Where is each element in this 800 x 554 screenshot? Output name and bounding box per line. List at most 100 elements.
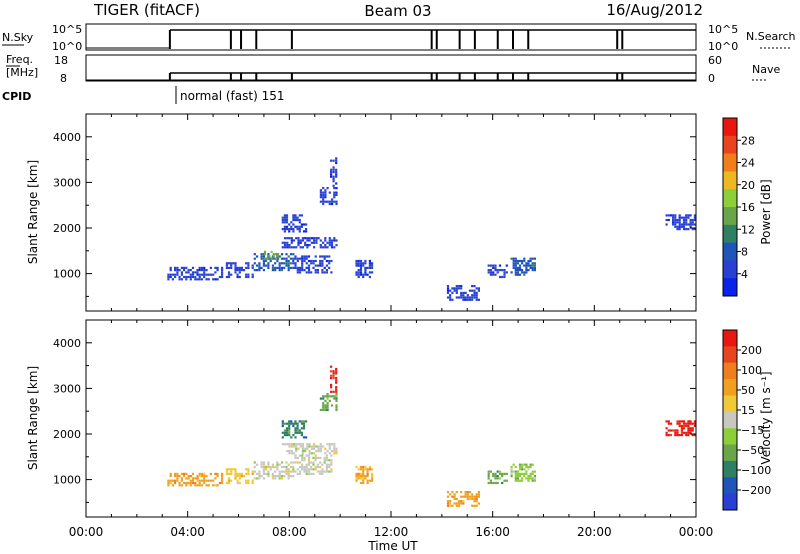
- velocity-echo-cell: [214, 484, 217, 487]
- power-echo-cell: [171, 273, 174, 276]
- velocity-echo-cell: [294, 422, 297, 425]
- velocity-echo-cell: [466, 491, 469, 494]
- power-echo-cell: [298, 228, 301, 231]
- power-echo-cell: [682, 221, 686, 224]
- power-echo-cell: [322, 202, 325, 206]
- power-echo-cell: [355, 262, 358, 265]
- velocity-echo-cell: [525, 477, 528, 480]
- power-echo-cell: [319, 189, 322, 192]
- velocity-echo-cell: [477, 495, 480, 498]
- power-echo-cell: [322, 200, 325, 203]
- velocity-echo-cell: [501, 475, 504, 478]
- power-echo-cell: [496, 269, 499, 272]
- power-echo-cell: [667, 218, 670, 222]
- velocity-echo-cell: [460, 502, 463, 505]
- power-echo-cell: [314, 255, 317, 258]
- power-echo-cell: [300, 223, 303, 226]
- velocity-echo-cell: [306, 447, 309, 450]
- velocity-echo-cell: [292, 468, 295, 471]
- power-echo-cell: [283, 230, 286, 233]
- power-echo-cell: [200, 269, 204, 272]
- velocity-echo-cell: [362, 475, 365, 478]
- velocity-echo-cell: [292, 424, 295, 428]
- power-echo-cell: [527, 264, 530, 267]
- velocity-echo-cell: [328, 447, 331, 450]
- power-echo-cell: [464, 296, 467, 299]
- power-echo-cell: [288, 230, 291, 233]
- velocity-echo-cell: [295, 450, 298, 453]
- velocity-echo-cell: [455, 491, 458, 494]
- velocity-echo-cell: [494, 475, 497, 478]
- velocity-echo-cell: [355, 465, 358, 469]
- velocity-echo-cell: [333, 395, 336, 398]
- power-echo-cell: [238, 266, 241, 269]
- power-echo-cell: [304, 237, 307, 240]
- power-echo-cell: [693, 214, 696, 217]
- power-echo-cell: [262, 269, 265, 272]
- velocity-echo-cell: [253, 465, 256, 469]
- power-echo-cell: [521, 259, 524, 263]
- power-echo-cell: [316, 271, 319, 274]
- power-echo-cell: [296, 266, 299, 269]
- power-colorbar-tick-label: 16: [741, 201, 755, 214]
- velocity-echo-cell: [298, 420, 301, 423]
- velocity-echo-cell: [178, 475, 181, 478]
- velocity-echo-cell: [325, 454, 328, 457]
- velocity-echo-cell: [330, 370, 333, 373]
- power-colorbar-tick-label: 28: [741, 134, 755, 147]
- velocity-echo-cell: [298, 429, 301, 432]
- velocity-echo-cell: [205, 475, 208, 478]
- velocity-echo-cell: [514, 479, 517, 482]
- velocity-echo-cell: [286, 450, 289, 453]
- power-echo-cell: [460, 285, 463, 288]
- velocity-echo-cell: [475, 493, 478, 496]
- velocity-echo-cell: [527, 479, 530, 482]
- power-echo-cell: [665, 223, 668, 226]
- velocity-echo-cell: [333, 445, 336, 448]
- power-echo-cell: [335, 168, 338, 171]
- velocity-echo-cell: [276, 465, 279, 469]
- power-echo-cell: [169, 275, 172, 279]
- velocity-echo-cell: [330, 377, 333, 380]
- velocity-echo-cell: [234, 477, 237, 480]
- nsky-trace: [86, 29, 696, 49]
- velocity-colorbar-tick-label: −200: [741, 484, 771, 497]
- velocity-echo-cell: [498, 477, 502, 480]
- velocity-echo-cell: [267, 475, 270, 478]
- velocity-echo-cell: [332, 374, 335, 377]
- velocity-echo-cell: [260, 463, 263, 466]
- velocity-echo-cell: [183, 481, 186, 485]
- nsearch-tick-top: 10^5: [708, 23, 738, 36]
- power-echo-cell: [368, 266, 371, 269]
- velocity-echo-cell: [332, 370, 335, 373]
- velocity-echo-cell: [289, 461, 293, 464]
- power-colorbar-label: Power [dB]: [759, 179, 773, 244]
- power-echo-cell: [324, 246, 327, 249]
- velocity-echo-cell: [214, 472, 217, 475]
- power-echo-cell: [214, 266, 217, 269]
- power-echo-cell: [335, 173, 338, 176]
- nsky-panel: N.Sky 10^5 10^0 10^5 10^0 N.Search: [2, 23, 796, 53]
- velocity-echo-cell: [301, 468, 304, 471]
- velocity-echo-cell: [288, 427, 291, 430]
- velocity-echo-cell: [323, 470, 326, 473]
- velocity-echo-cell: [359, 468, 363, 471]
- power-echo-cell: [518, 259, 522, 263]
- power-echo-cell: [272, 255, 275, 258]
- velocity-echo-cell: [510, 475, 513, 478]
- power-echo-cell: [689, 218, 692, 222]
- power-echo-cell: [531, 264, 534, 267]
- velocity-echo-cell: [310, 452, 313, 455]
- velocity-echo-cell: [489, 481, 492, 485]
- velocity-echo-cell: [512, 463, 515, 466]
- power-echo-cell: [278, 266, 281, 269]
- velocity-echo-cell: [521, 479, 524, 482]
- power-echo-cell: [183, 266, 186, 269]
- power-echo-cell: [283, 225, 286, 228]
- power-echo-cell: [167, 273, 170, 276]
- power-echo-cell: [324, 191, 327, 194]
- velocity-echo-cell: [527, 475, 530, 478]
- power-echo-cell: [335, 244, 338, 247]
- power-echo-cell: [330, 168, 333, 171]
- velocity-echo-cell: [296, 468, 299, 471]
